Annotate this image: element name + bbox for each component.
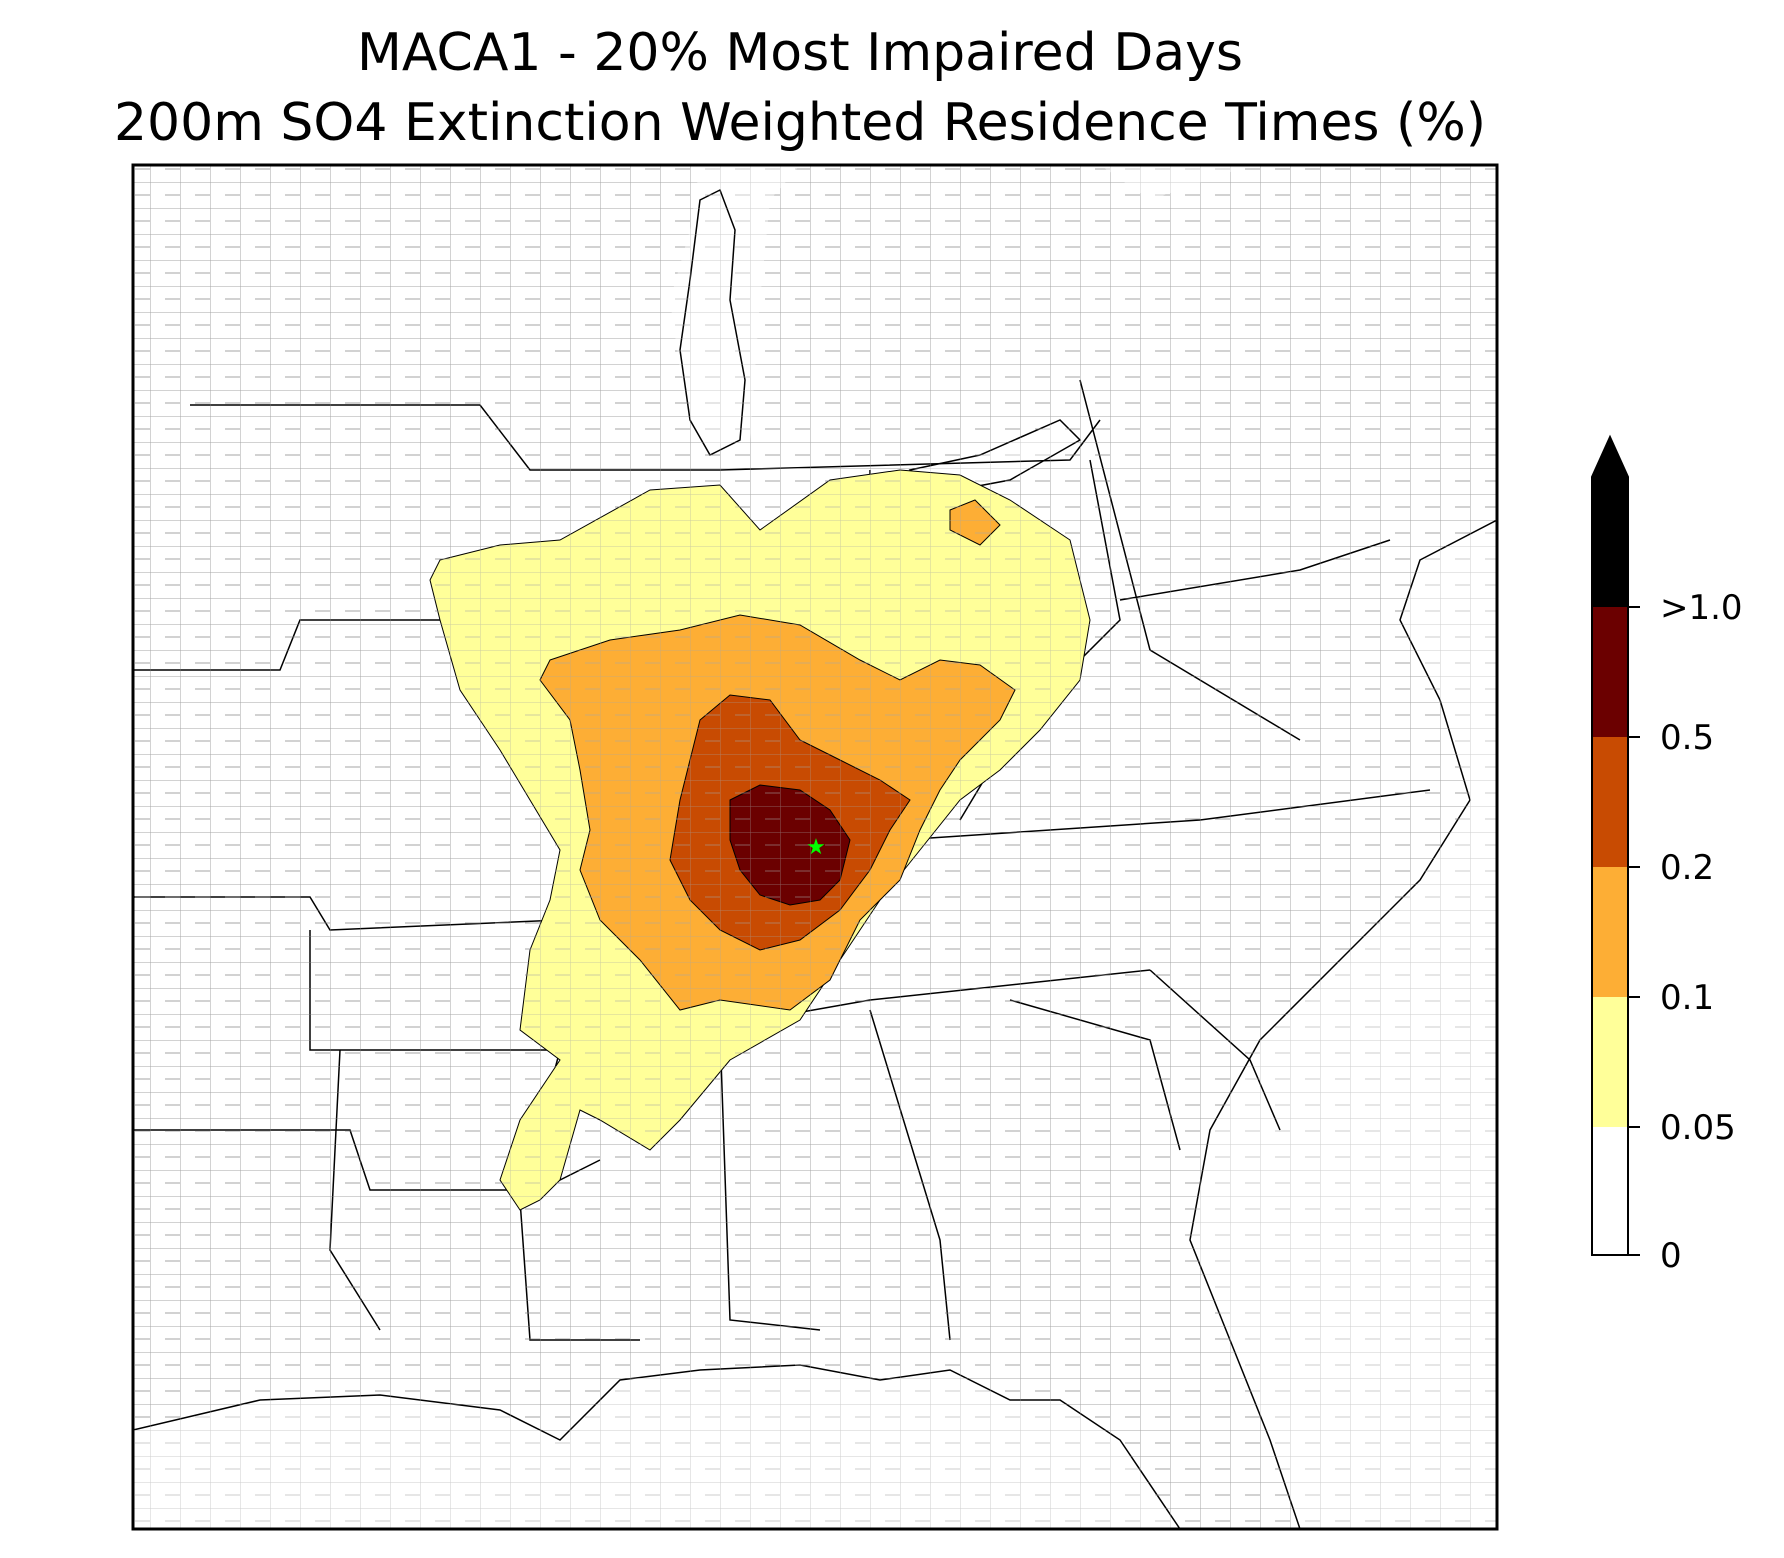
chart-title-line1: MACA1 - 20% Most Impaired Days <box>357 23 1243 83</box>
colorbar-swatch-0 <box>1592 1127 1628 1255</box>
colorbar-extend-arrow <box>1592 437 1628 607</box>
colorbar-label-0.2: 0.2 <box>1660 848 1714 888</box>
colorbar-label-0: 0 <box>1660 1236 1682 1276</box>
colorbar-swatch-0.5 <box>1592 607 1628 737</box>
colorbar-swatch-0.05 <box>1592 997 1628 1127</box>
map-frame <box>131 163 1499 1531</box>
map-panel: ★ <box>133 165 1497 1529</box>
colorbar-label-0.5: 0.5 <box>1660 718 1714 758</box>
colorbar-label-0.1: 0.1 <box>1660 978 1714 1018</box>
chart-title-line2: 200m SO4 Extinction Weighted Residence T… <box>113 93 1487 153</box>
site-star-icon: ★ <box>806 835 826 860</box>
colorbar-swatch-0.1 <box>1592 867 1628 997</box>
colorbar-swatch-0.2 <box>1592 737 1628 867</box>
colorbar-label-0.05: 0.05 <box>1660 1108 1736 1148</box>
colorbar: 0 0.05 0.1 0.2 0.5 >1.0 <box>1591 434 1743 1276</box>
colorbar-label-gt1: >1.0 <box>1660 588 1743 628</box>
